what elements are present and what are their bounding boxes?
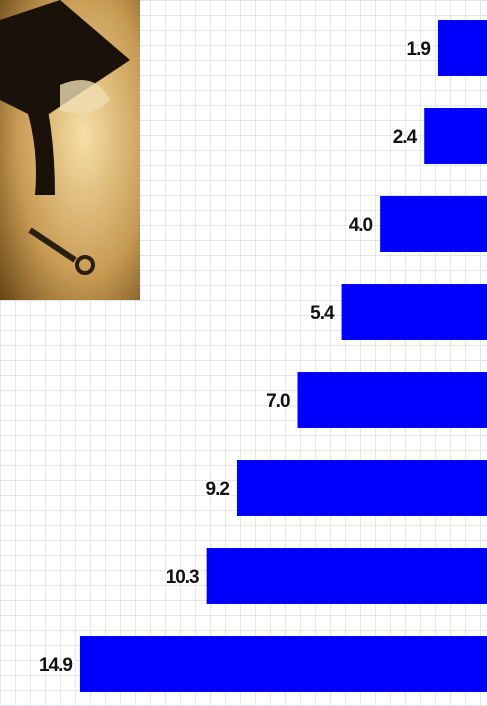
bar xyxy=(380,196,487,252)
value-label: 7.0 xyxy=(266,391,290,412)
value-label: 5.4 xyxy=(310,303,335,324)
photo xyxy=(0,0,140,300)
bar xyxy=(437,20,487,76)
bar xyxy=(424,108,487,164)
bar xyxy=(79,636,487,692)
bar xyxy=(236,460,487,516)
bar xyxy=(341,284,487,340)
value-label: 4.0 xyxy=(349,215,373,236)
bar xyxy=(297,372,487,428)
value-label: 1.9 xyxy=(407,39,431,60)
value-label: 14.9 xyxy=(39,655,72,676)
bar xyxy=(206,548,487,604)
value-label: 9.2 xyxy=(206,479,230,500)
value-label: 2.4 xyxy=(393,127,418,148)
value-label: 10.3 xyxy=(166,567,199,588)
